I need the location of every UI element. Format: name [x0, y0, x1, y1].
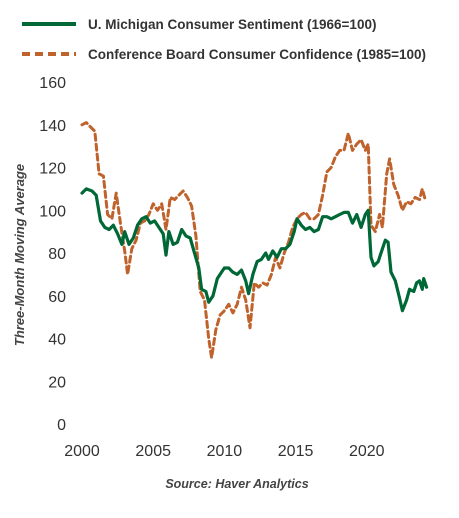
- y-tick-label: 60: [48, 289, 66, 306]
- y-axis-ticks: 0 20 40 60 80 100 120 140 160: [39, 75, 66, 434]
- y-tick-label: 100: [39, 203, 66, 220]
- x-tick-label: 2005: [135, 443, 171, 460]
- x-tick-label: 2010: [207, 443, 243, 460]
- x-tick-label: 2000: [64, 443, 100, 460]
- y-tick-label: 80: [48, 246, 66, 263]
- x-tick-label: 2020: [349, 443, 385, 460]
- y-tick-label: 20: [48, 374, 66, 391]
- y-tick-label: 140: [39, 118, 66, 135]
- y-tick-label: 160: [39, 75, 66, 92]
- x-tick-label: 2015: [278, 443, 314, 460]
- y-axis-title: Three-Month Moving Average: [12, 164, 27, 346]
- series-line-conference-board: [80, 121, 427, 360]
- y-tick-label: 40: [48, 332, 66, 349]
- legend-label-michigan: U. Michigan Consumer Sentiment (1966=100…: [88, 17, 376, 32]
- y-tick-label: 120: [39, 161, 66, 178]
- series-layer: [80, 121, 429, 360]
- series-line-michigan: [80, 187, 429, 313]
- x-axis-ticks: 2000 2005 2010 2015 2020: [64, 443, 384, 460]
- legend-label-conference-board: Conference Board Consumer Confidence (19…: [88, 47, 426, 62]
- legend: U. Michigan Consumer Sentiment (1966=100…: [22, 17, 426, 62]
- source-note: Source: Haver Analytics: [165, 477, 308, 491]
- y-tick-label: 0: [57, 417, 66, 434]
